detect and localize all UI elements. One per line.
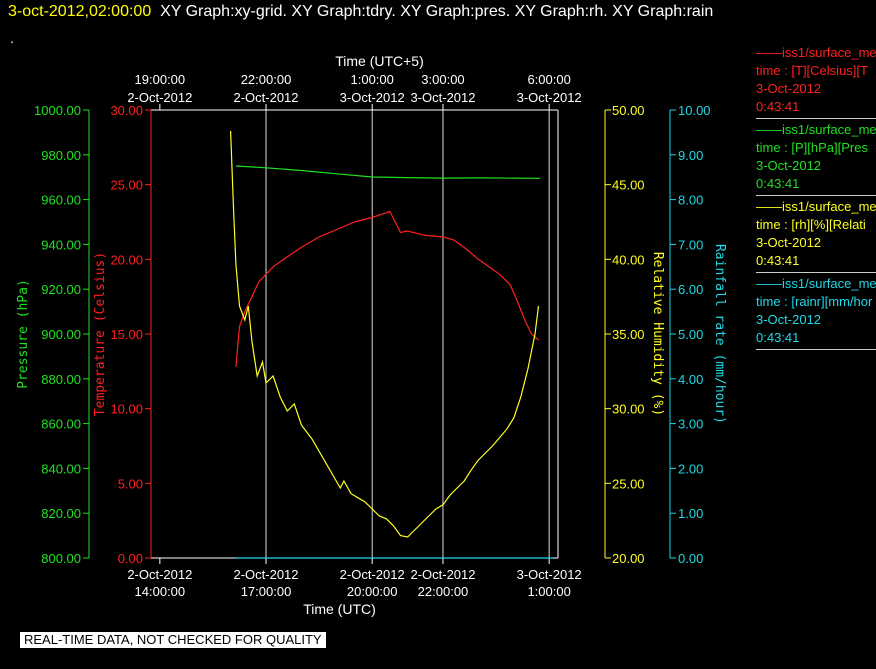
- rain-tick-label: 2.00: [678, 461, 703, 476]
- header-graph-list: XY Graph:xy-grid. XY Graph:tdry. XY Grap…: [160, 3, 714, 20]
- pressure-tick-label: 800.00: [41, 551, 81, 566]
- legend-entry-rh: ——iss1/surface_me time : [rh][%][Relati …: [756, 198, 876, 273]
- temperature-tick-label: 20.00: [110, 252, 143, 267]
- series-line-rh: [230, 130, 540, 538]
- rh-tick-label: 25.00: [612, 476, 645, 491]
- legend-line1: ——iss1/surface_me: [756, 45, 876, 60]
- pressure-tick-label: 900.00: [41, 327, 81, 342]
- top-tick-label: 3-Oct-2012: [340, 90, 405, 105]
- header-dot: .: [10, 30, 14, 46]
- top-tick-label: 22:00:00: [241, 72, 292, 87]
- legend-line4: 0:43:41: [756, 330, 800, 345]
- legend-line4: 0:43:41: [756, 176, 800, 191]
- rh-tick-label: 40.00: [612, 252, 645, 267]
- temperature-tick-label: 15.00: [110, 327, 143, 342]
- bottom-tick-label: 2-Oct-2012: [127, 567, 192, 582]
- top-axis-title: Time (UTC+5): [335, 53, 424, 69]
- bottom-tick-label: 1:00:00: [527, 584, 570, 599]
- temperature-tick-label: 25.00: [110, 178, 143, 193]
- rain-tick-label: 4.00: [678, 372, 703, 387]
- top-tick-label: 6:00:00: [527, 72, 570, 87]
- legend-line2: time : [T][Celsius][T: [756, 63, 868, 78]
- rain-tick-label: 8.00: [678, 193, 703, 208]
- x-axis-title: Time (UTC): [303, 601, 376, 617]
- rh-tick-label: 20.00: [612, 551, 645, 566]
- bottom-tick-label: 17:00:00: [241, 584, 292, 599]
- rain-tick-label: 10.00: [678, 103, 711, 118]
- top-tick-label: 3:00:00: [421, 72, 464, 87]
- bottom-tick-label: 14:00:00: [135, 584, 186, 599]
- legend-line1: ——iss1/surface_me: [756, 199, 876, 214]
- top-tick-label: 3-Oct-2012: [410, 90, 475, 105]
- legend-line2: time : [rainr][mm/hor: [756, 294, 873, 309]
- rain-axis-title: Rainfall rate (mm/hour): [712, 244, 727, 424]
- legend-line2: time : [rh][%][Relati: [756, 217, 866, 232]
- header-timestamp: 3-oct-2012,02:00:00: [8, 3, 152, 20]
- rh-tick-label: 35.00: [612, 327, 645, 342]
- legend-line1: ——iss1/surface_me: [756, 122, 876, 137]
- pressure-tick-label: 820.00: [41, 506, 81, 521]
- bottom-tick-label: 2-Oct-2012: [410, 567, 475, 582]
- top-tick-label: 19:00:00: [135, 72, 186, 87]
- top-tick-label: 2-Oct-2012: [233, 90, 298, 105]
- legend: ——iss1/surface_me time : [T][Celsius][T …: [756, 44, 876, 352]
- temperature-tick-label: 10.00: [110, 402, 143, 417]
- rain-tick-label: 0.00: [678, 551, 703, 566]
- rh-axis-title: Relative Humidity (%): [650, 252, 665, 416]
- series-line-temperature: [235, 210, 539, 367]
- legend-entry-pressure: ——iss1/surface_me time : [P][hPa][Pres 3…: [756, 121, 876, 196]
- legend-line3: 3-Oct-2012: [756, 81, 822, 96]
- bottom-tick-label: 20:00:00: [347, 584, 398, 599]
- pressure-tick-label: 840.00: [41, 461, 81, 476]
- temperature-tick-label: 30.00: [110, 103, 143, 118]
- pressure-tick-label: 860.00: [41, 417, 81, 432]
- bottom-tick-label: 22:00:00: [418, 584, 469, 599]
- pressure-axis-title: Pressure (hPa): [16, 279, 31, 389]
- temperature-tick-label: 0.00: [118, 551, 143, 566]
- legend-entry-temperature: ——iss1/surface_me time : [T][Celsius][T …: [756, 44, 876, 119]
- rain-tick-label: 9.00: [678, 148, 703, 163]
- top-tick-label: 2-Oct-2012: [127, 90, 192, 105]
- legend-line3: 3-Oct-2012: [756, 312, 822, 327]
- legend-line3: 3-Oct-2012: [756, 235, 822, 250]
- pressure-tick-label: 960.00: [41, 193, 81, 208]
- bottom-tick-label: 2-Oct-2012: [233, 567, 298, 582]
- rh-tick-label: 45.00: [612, 178, 645, 193]
- top-tick-label: 3-Oct-2012: [517, 90, 582, 105]
- quality-note: REAL-TIME DATA, NOT CHECKED FOR QUALITY: [20, 632, 326, 648]
- pressure-tick-label: 880.00: [41, 372, 81, 387]
- rain-tick-label: 5.00: [678, 327, 703, 342]
- legend-line3: 3-Oct-2012: [756, 158, 822, 173]
- pressure-tick-label: 940.00: [41, 237, 81, 252]
- pressure-tick-label: 920.00: [41, 282, 81, 297]
- legend-entry-rain: ——iss1/surface_me time : [rainr][mm/hor …: [756, 275, 876, 350]
- bottom-tick-label: 3-Oct-2012: [517, 567, 582, 582]
- legend-line2: time : [P][hPa][Pres: [756, 140, 868, 155]
- rh-tick-label: 30.00: [612, 402, 645, 417]
- rain-tick-label: 3.00: [678, 417, 703, 432]
- legend-line4: 0:43:41: [756, 253, 800, 268]
- rain-tick-label: 6.00: [678, 282, 703, 297]
- pressure-tick-label: 1000.00: [34, 103, 81, 118]
- top-tick-label: 1:00:00: [351, 72, 394, 87]
- temperature-tick-label: 5.00: [118, 476, 143, 491]
- graph-header: 3-oct-2012,02:00:00 XY Graph:xy-grid. XY…: [8, 3, 713, 21]
- legend-line4: 0:43:41: [756, 99, 800, 114]
- rh-tick-label: 50.00: [612, 103, 645, 118]
- rain-tick-label: 7.00: [678, 237, 703, 252]
- pressure-tick-label: 980.00: [41, 148, 81, 163]
- temperature-axis-title: Temperature (Celsius): [93, 252, 108, 416]
- series-line-pressure: [235, 165, 541, 179]
- rain-tick-label: 1.00: [678, 506, 703, 521]
- legend-line1: ——iss1/surface_me: [756, 276, 876, 291]
- bottom-tick-label: 2-Oct-2012: [340, 567, 405, 582]
